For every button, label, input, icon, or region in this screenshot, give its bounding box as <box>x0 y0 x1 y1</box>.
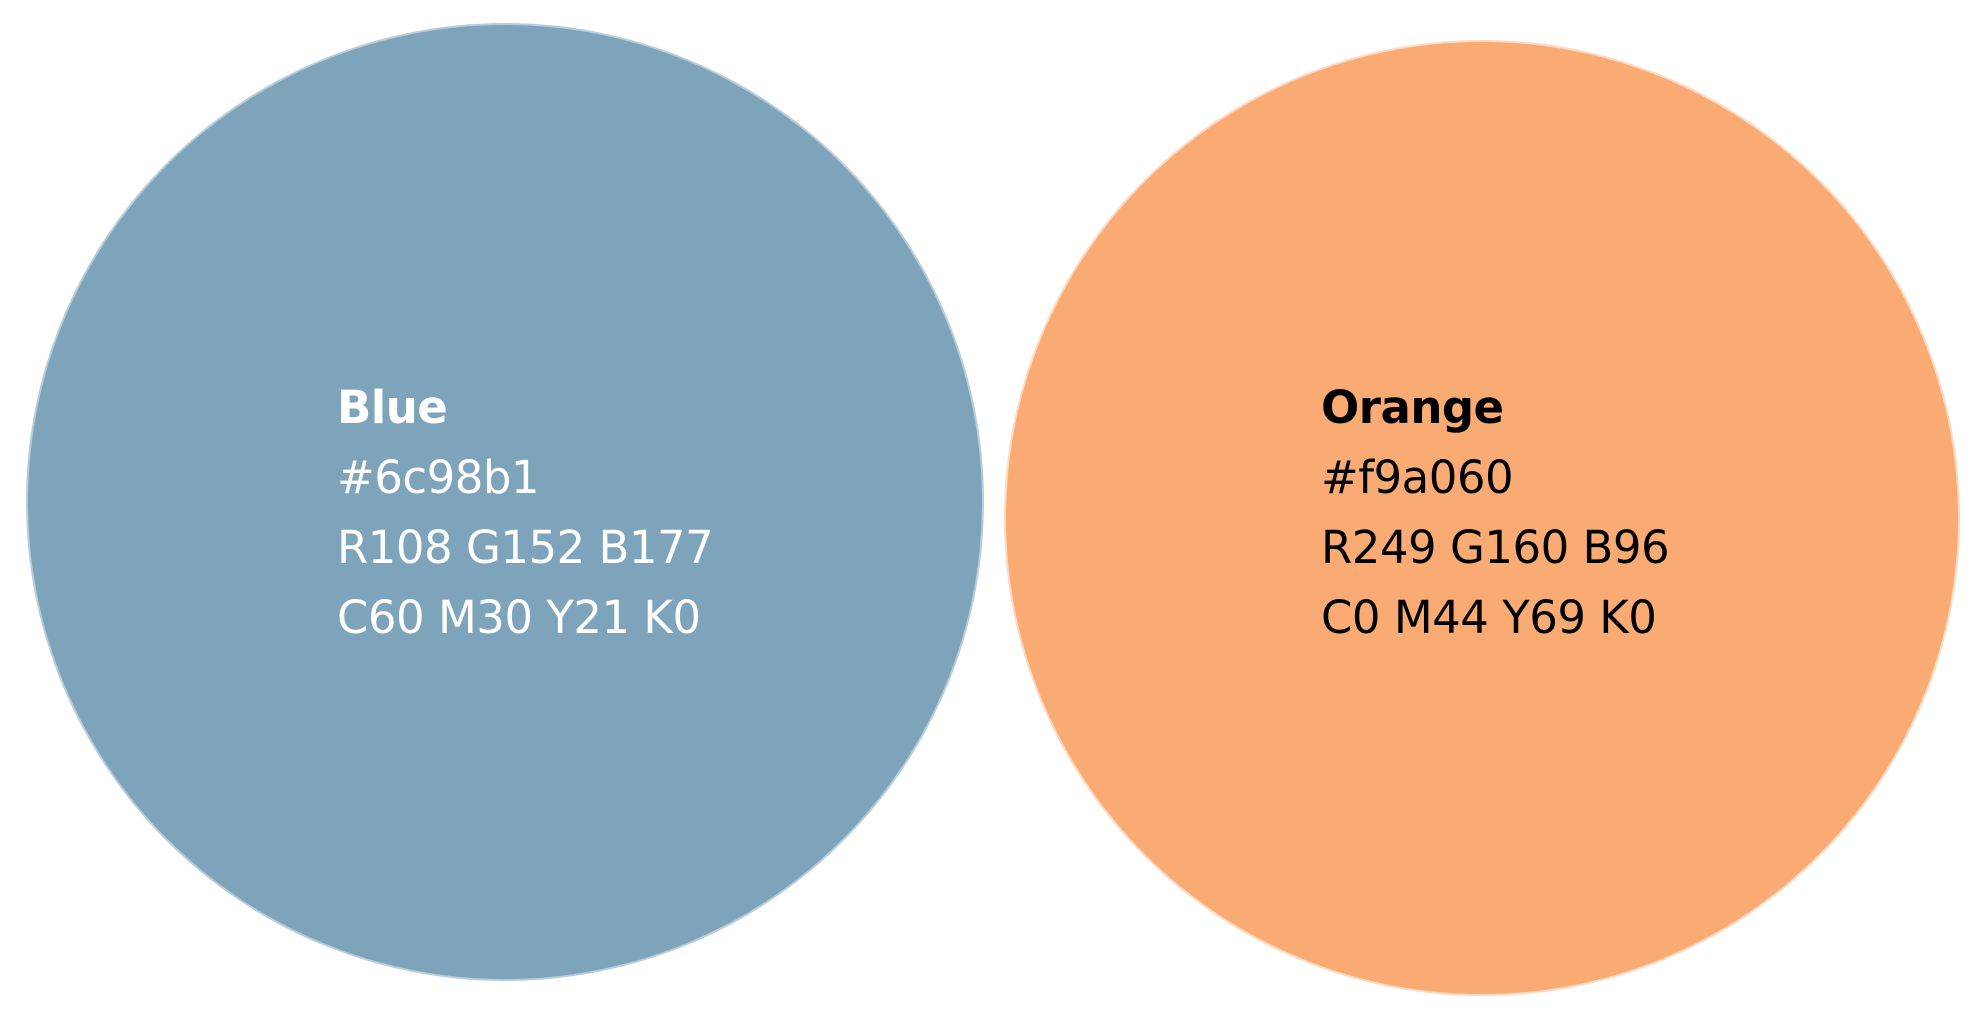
swatch-hex: #f9a060 <box>1321 451 1514 504</box>
swatch-cmyk: C0 M44 Y69 K0 <box>1321 591 1657 644</box>
blue-color-swatch <box>28 25 982 979</box>
swatch-name: Blue <box>337 381 448 434</box>
swatch-rgb: R108 G152 B177 <box>337 521 714 574</box>
swatch-rgb: R249 G160 B96 <box>1321 521 1670 574</box>
orange-color-swatch <box>1006 42 1958 994</box>
swatch-name: Orange <box>1321 381 1504 434</box>
blue-swatch-label: Blue #6c98b1 R108 G152 B177 C60 M30 Y21 … <box>337 373 714 653</box>
swatch-cmyk: C60 M30 Y21 K0 <box>337 591 701 644</box>
swatch-hex: #6c98b1 <box>337 451 540 504</box>
orange-swatch-label: Orange #f9a060 R249 G160 B96 C0 M44 Y69 … <box>1321 373 1670 653</box>
